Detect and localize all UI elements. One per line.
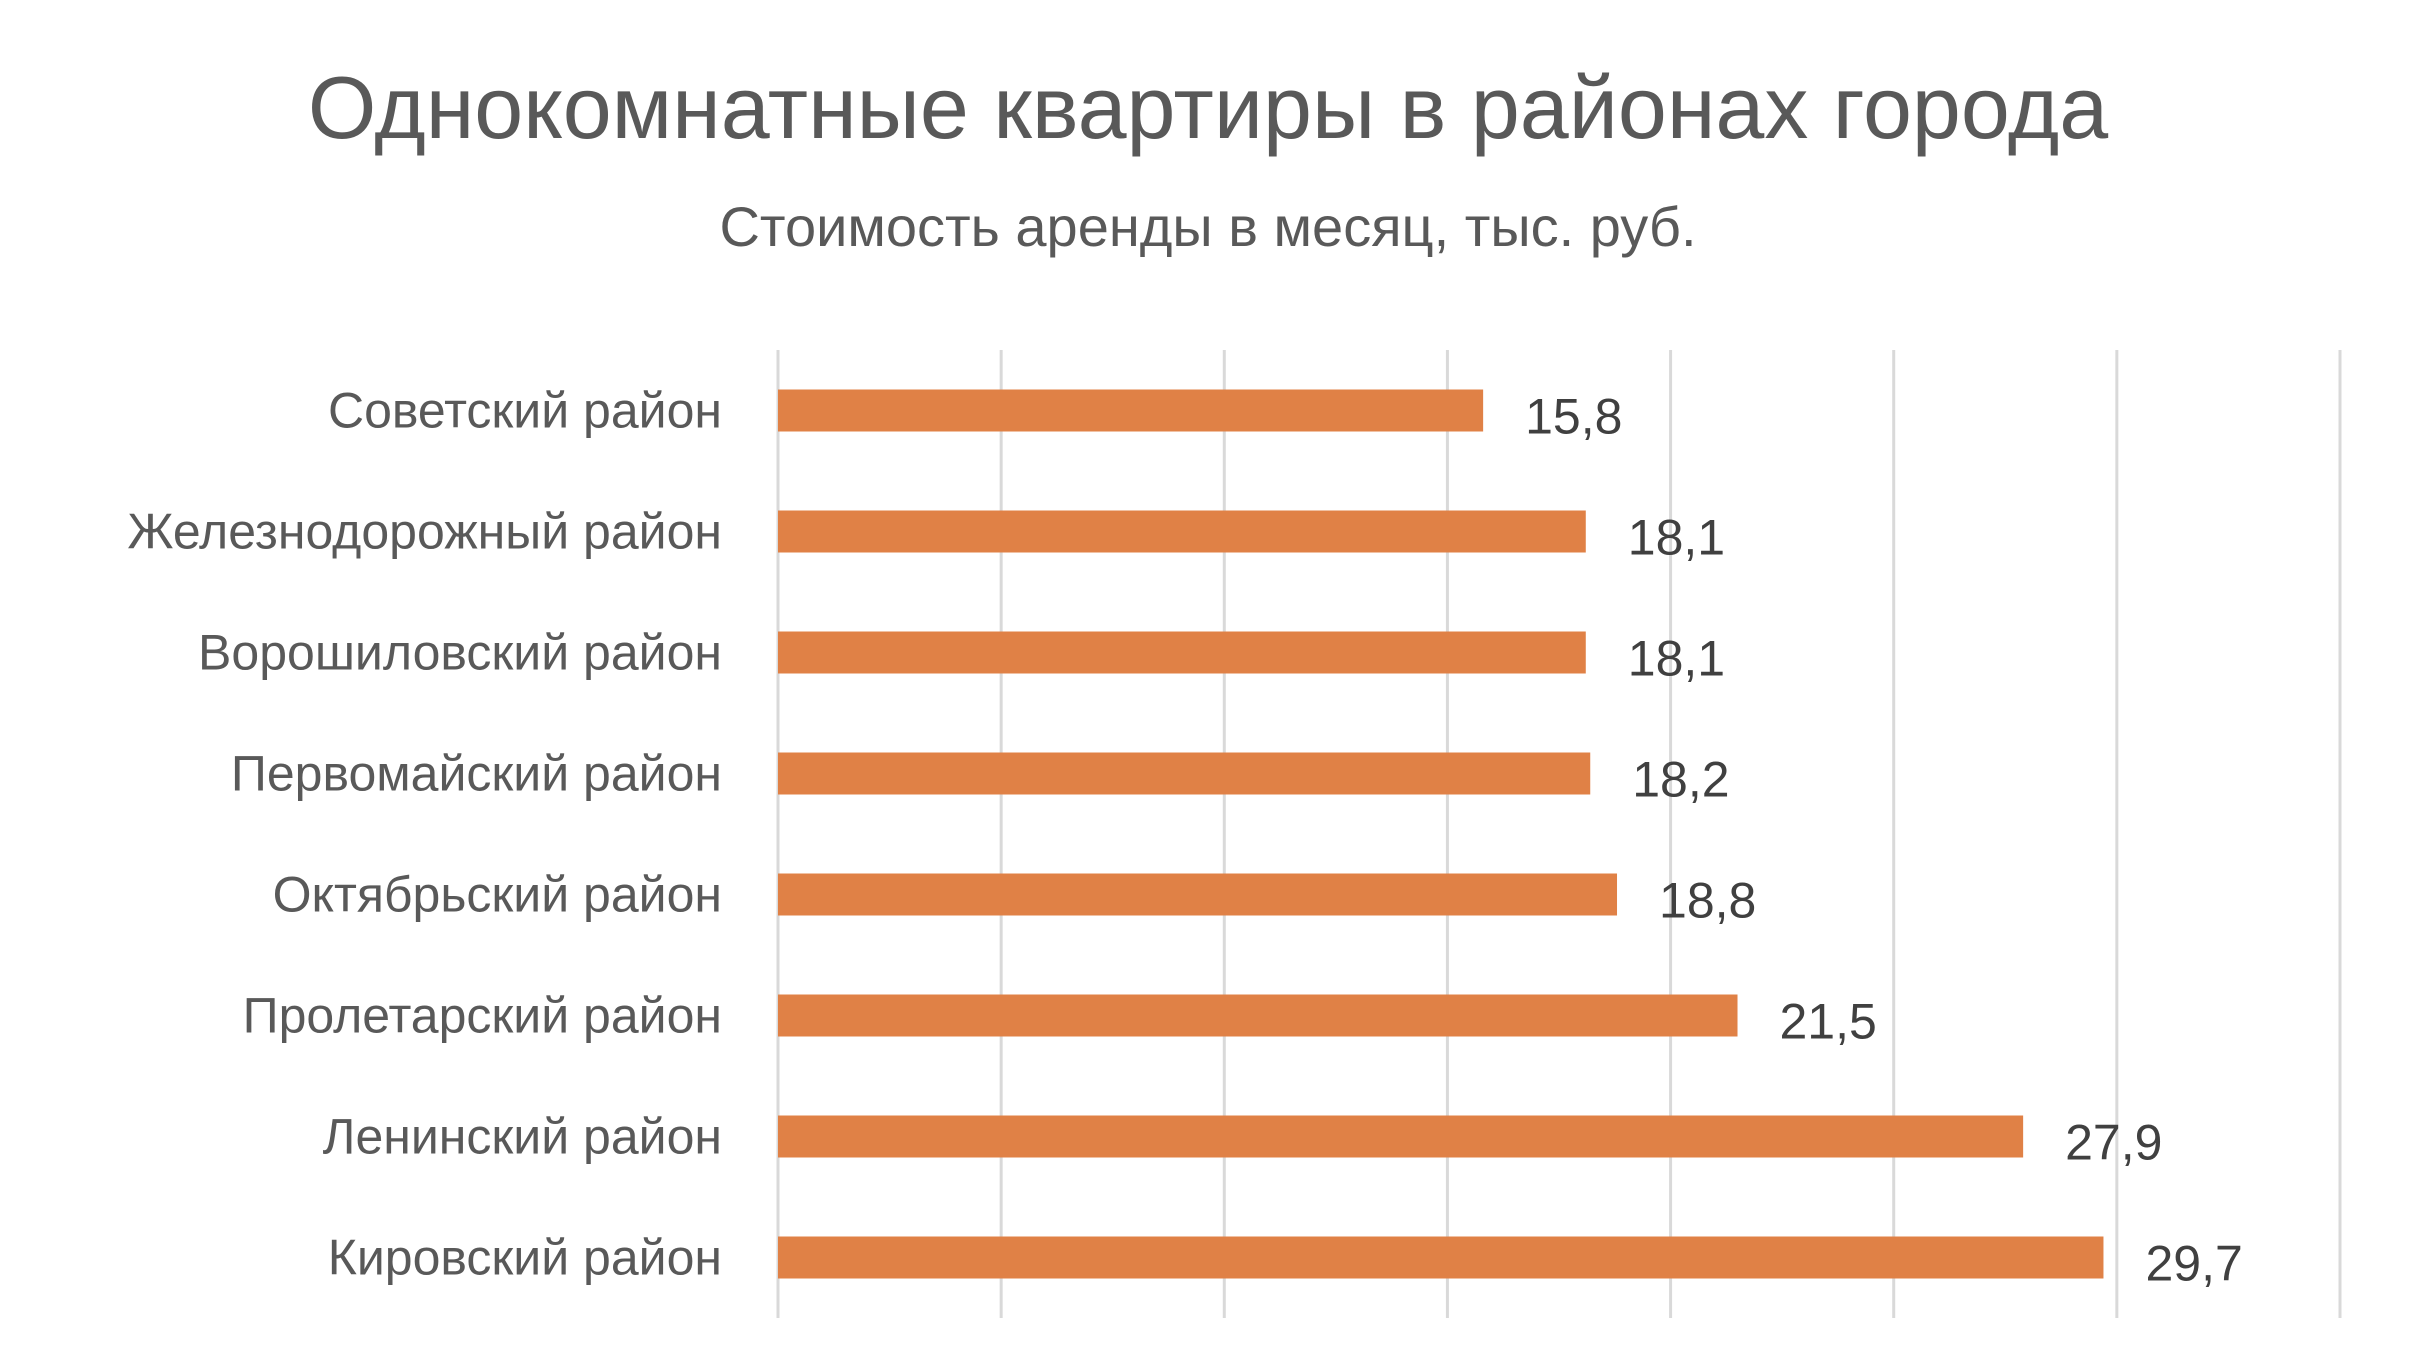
data-label: 18,8 (1659, 873, 1756, 929)
bar (778, 994, 1738, 1037)
category-label: Железнодорожный район (127, 504, 722, 560)
category-label: Октябрьский район (273, 867, 722, 923)
category-label: Пролетарский район (243, 988, 722, 1044)
data-label: 29,7 (2145, 1236, 2242, 1292)
data-label: 18,1 (1628, 631, 1725, 687)
bar (778, 389, 1484, 432)
bar (778, 873, 1618, 916)
bar (778, 1236, 2104, 1279)
data-label: 15,8 (1525, 389, 1622, 445)
chart-subtitle: Стоимость аренды в месяц, тыс. руб. (719, 195, 1697, 258)
chart-title: Однокомнатные квартиры в районах города (307, 58, 2109, 157)
data-label: 18,1 (1628, 510, 1725, 566)
bar (778, 631, 1586, 674)
bar (778, 510, 1586, 553)
category-label: Советский район (328, 383, 722, 439)
data-label: 18,2 (1632, 752, 1729, 808)
category-label: Ленинский район (323, 1109, 722, 1165)
bar (778, 1115, 2024, 1158)
category-label: Ворошиловский район (198, 625, 722, 681)
category-label: Кировский район (328, 1230, 722, 1286)
data-label: 21,5 (1780, 994, 1877, 1050)
bar (778, 752, 1591, 795)
category-label: Первомайский район (231, 746, 722, 802)
data-label: 27,9 (2065, 1115, 2162, 1171)
